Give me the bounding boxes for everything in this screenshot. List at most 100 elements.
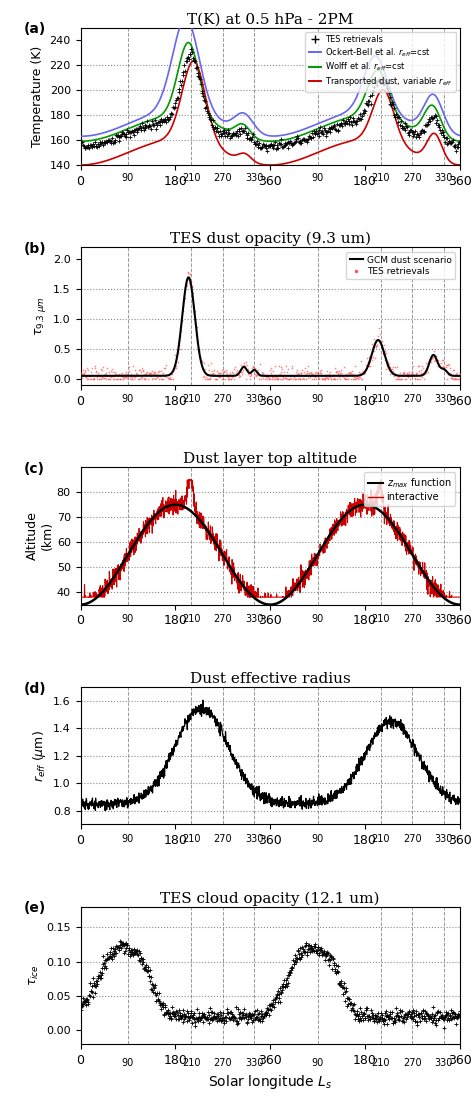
Point xyxy=(322,947,330,965)
Point xyxy=(247,1008,255,1025)
Point xyxy=(372,334,379,351)
Point xyxy=(94,364,102,381)
Point xyxy=(389,96,397,114)
Point xyxy=(414,358,422,376)
Point xyxy=(285,135,293,152)
Point xyxy=(218,126,225,144)
Point xyxy=(107,939,114,957)
Point xyxy=(233,1012,240,1030)
Point xyxy=(234,1000,241,1018)
Point xyxy=(336,975,343,992)
Point xyxy=(330,117,338,135)
Point xyxy=(287,135,295,152)
Point xyxy=(168,998,175,1015)
Point xyxy=(144,118,152,136)
Point xyxy=(234,364,241,381)
Point xyxy=(113,370,121,388)
Point xyxy=(312,941,320,959)
Point xyxy=(334,962,342,980)
Point xyxy=(130,944,137,961)
Point xyxy=(143,362,151,380)
Point xyxy=(219,370,226,388)
Point xyxy=(342,366,349,383)
Point xyxy=(267,136,275,154)
Point xyxy=(428,109,436,127)
Text: 90: 90 xyxy=(122,1057,134,1067)
Point xyxy=(396,116,404,134)
Point xyxy=(433,114,440,131)
Point xyxy=(357,110,365,128)
Point xyxy=(343,114,351,131)
Point xyxy=(149,982,156,1000)
Point xyxy=(375,70,383,87)
Point xyxy=(186,265,194,283)
Point xyxy=(92,364,100,381)
Point xyxy=(190,304,198,322)
Point xyxy=(116,370,123,388)
Point xyxy=(393,1007,401,1024)
Point xyxy=(267,1001,274,1019)
Point xyxy=(141,960,148,978)
Point xyxy=(191,302,199,319)
Point xyxy=(256,1012,264,1030)
Point xyxy=(269,362,277,380)
Point xyxy=(400,362,408,380)
Point xyxy=(176,340,183,358)
Point xyxy=(204,1010,212,1028)
Point xyxy=(323,945,330,962)
Point xyxy=(221,127,229,145)
Point xyxy=(82,139,89,157)
Point xyxy=(86,975,94,992)
Point xyxy=(323,369,331,387)
Point xyxy=(323,944,331,961)
Point xyxy=(380,337,387,355)
Point xyxy=(225,370,232,388)
Point xyxy=(116,131,123,149)
Point xyxy=(91,357,99,375)
Point xyxy=(378,1009,386,1027)
Point xyxy=(228,368,236,386)
Point xyxy=(187,277,195,295)
Point xyxy=(123,936,131,954)
Point xyxy=(425,351,433,369)
Point xyxy=(332,364,339,381)
Point xyxy=(105,364,113,381)
Point xyxy=(101,951,109,969)
Point xyxy=(109,135,117,152)
Point xyxy=(225,1009,232,1027)
Point xyxy=(357,1003,365,1021)
Point xyxy=(137,122,145,139)
Point xyxy=(419,1001,427,1019)
Point xyxy=(97,133,104,150)
Point xyxy=(377,333,385,350)
Point xyxy=(383,1014,391,1032)
Point xyxy=(250,1011,257,1029)
Point xyxy=(89,988,97,1006)
Point xyxy=(156,997,164,1014)
Point xyxy=(237,357,245,375)
Point xyxy=(367,349,375,367)
Point xyxy=(191,52,199,70)
Point xyxy=(307,939,314,957)
Point xyxy=(192,326,200,344)
Point xyxy=(425,1011,433,1029)
Point xyxy=(132,120,140,138)
Point xyxy=(394,1010,402,1028)
Point xyxy=(86,987,93,1004)
Point xyxy=(326,367,333,385)
Point xyxy=(124,936,131,954)
Point xyxy=(268,998,276,1015)
Point xyxy=(214,119,221,137)
Point xyxy=(374,1004,382,1022)
Point xyxy=(297,949,304,967)
Point xyxy=(440,358,447,376)
Point xyxy=(224,1004,231,1022)
Point xyxy=(430,1009,438,1027)
Point xyxy=(431,1006,438,1023)
Point xyxy=(255,1006,262,1023)
Point xyxy=(436,118,443,136)
Point xyxy=(447,133,455,150)
Point xyxy=(290,135,297,152)
Point xyxy=(242,1008,249,1025)
Point xyxy=(444,129,451,147)
